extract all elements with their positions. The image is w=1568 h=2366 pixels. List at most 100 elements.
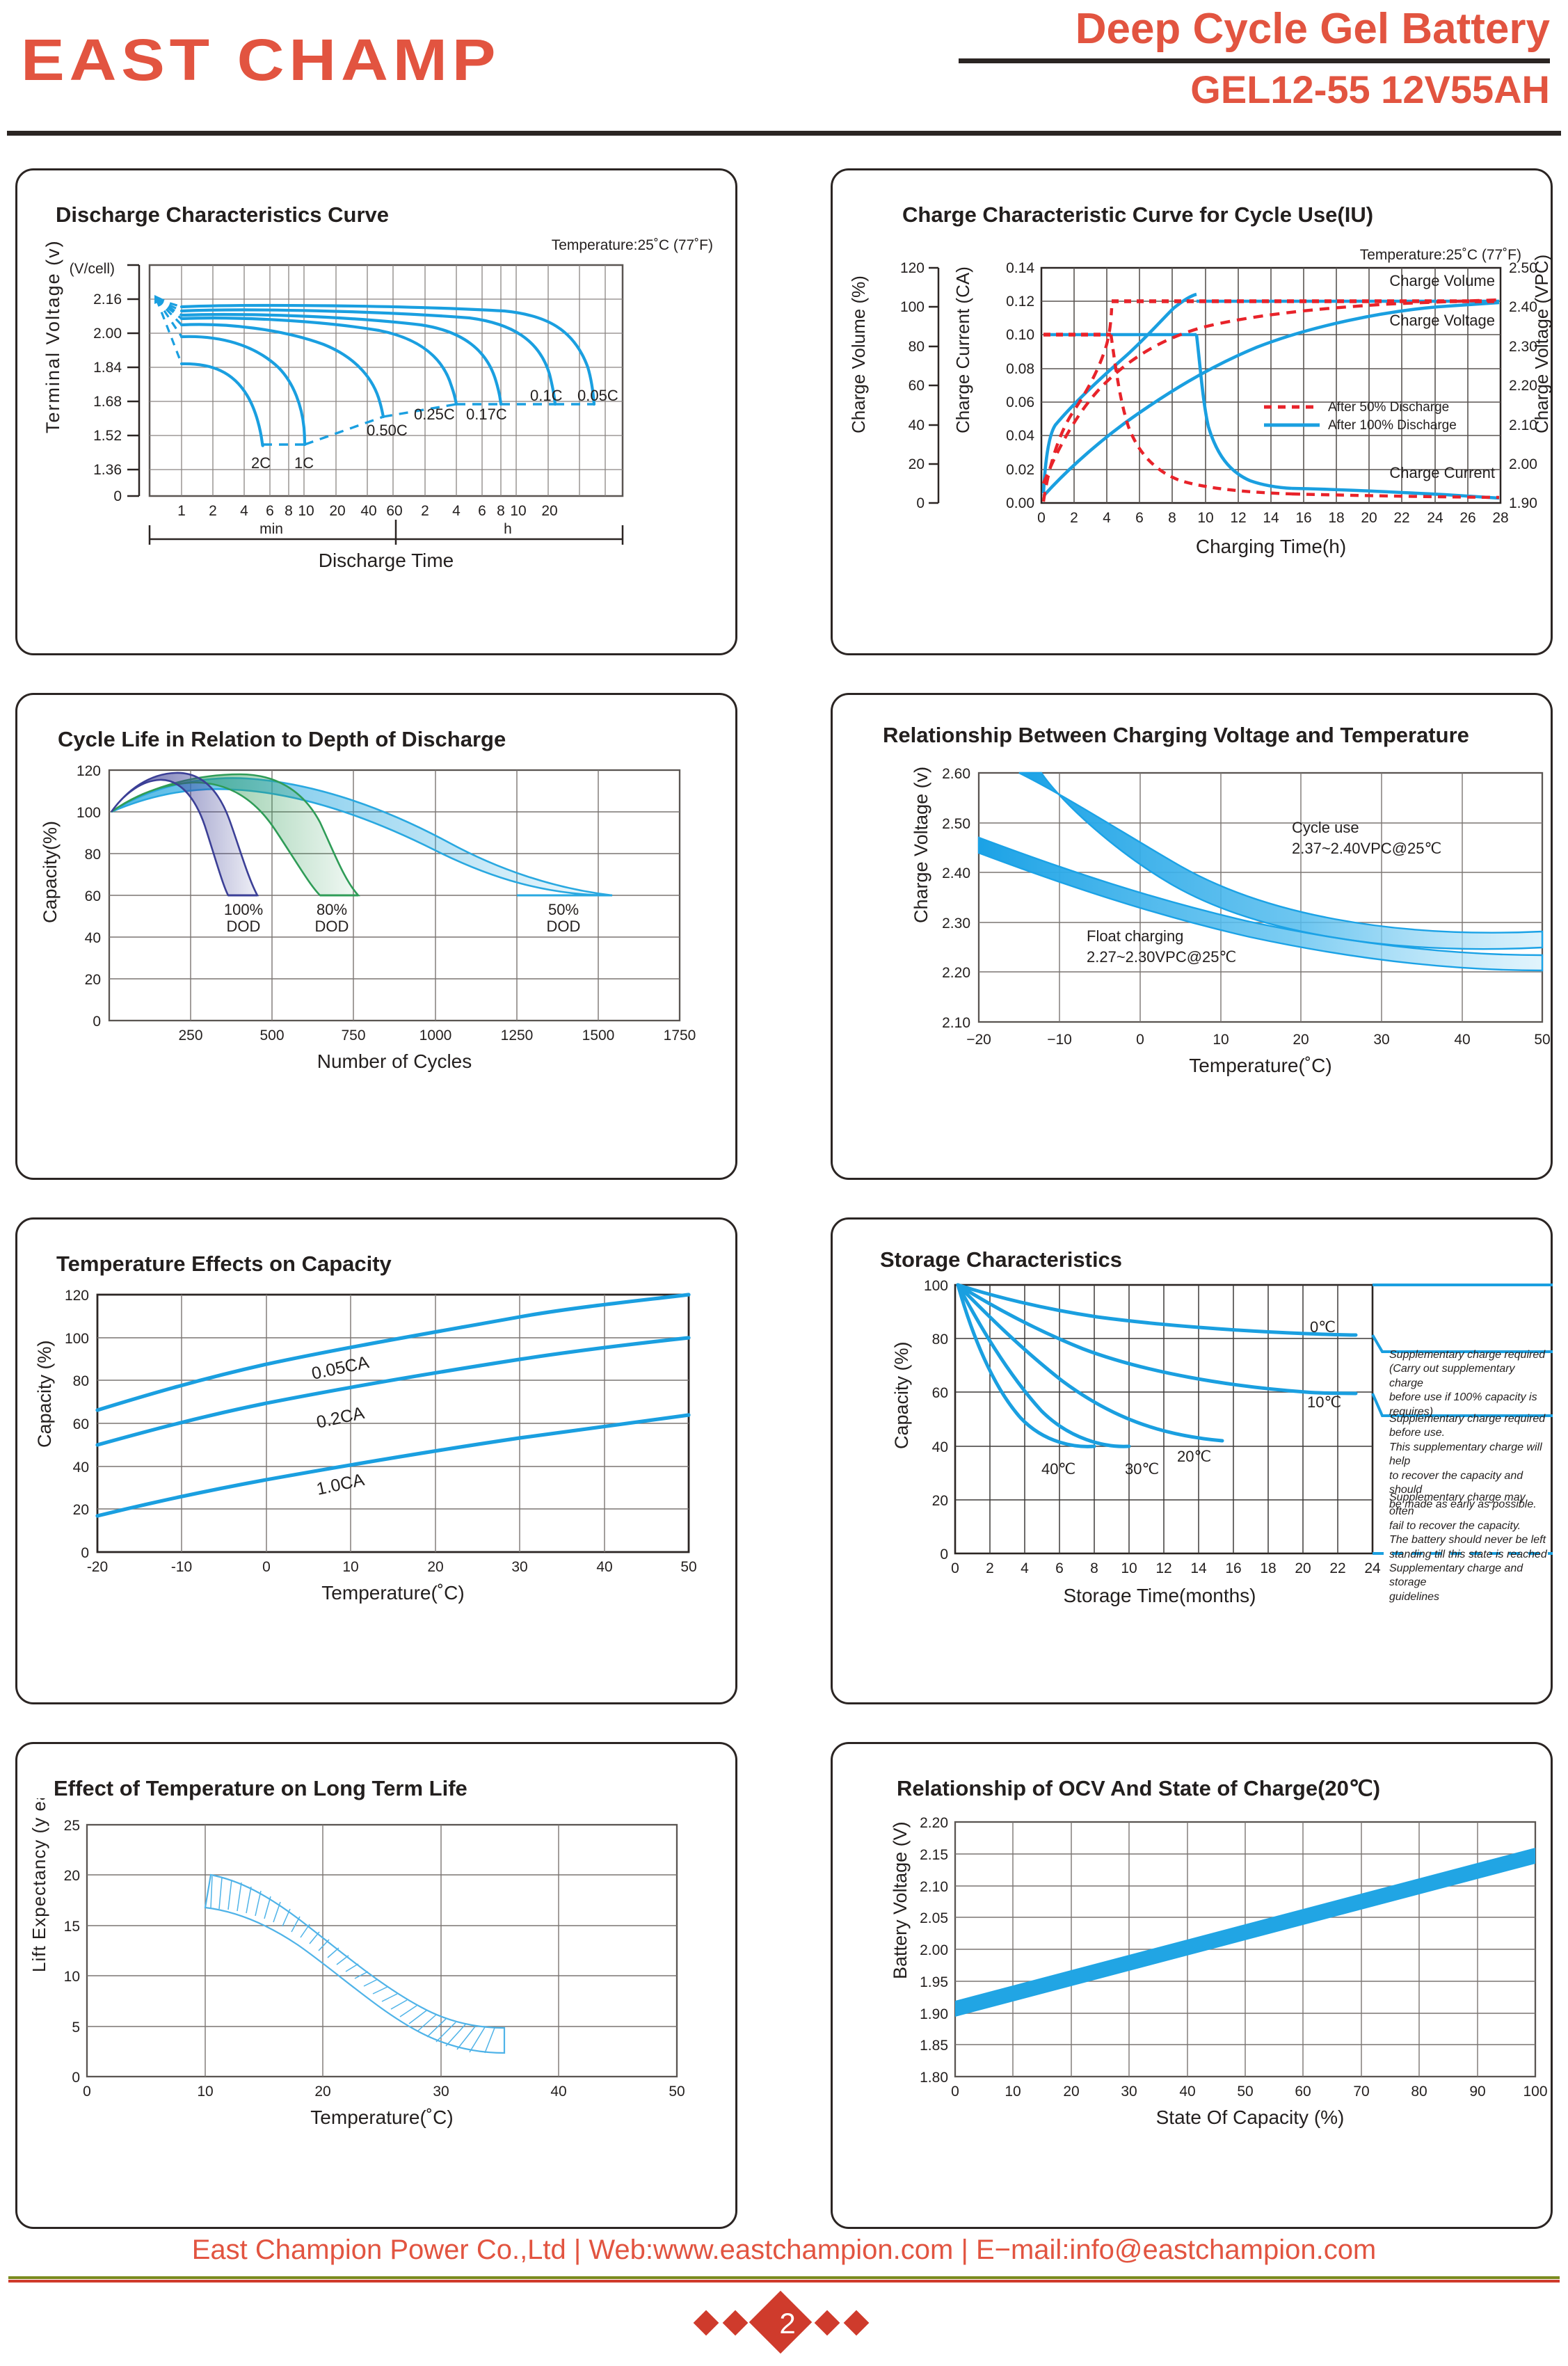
charge-ylabel-voltage: Charge Voltage (VPC) [1531,255,1552,433]
discharge-xtick-h-2: 2 [421,503,429,519]
ocv-band [955,1848,1535,2017]
svg-text:80: 80 [1411,2084,1427,2100]
cyclelife-x-axis-title: Number of Cycles [317,1050,472,1072]
ocv-ytick-2.00: 2.00 [920,1942,948,1958]
cvt-x-axis-title: Temperature(˚C) [1189,1055,1331,1076]
cyclelife-y-axis-title: Capacity(%) [40,821,61,923]
svg-text:500: 500 [259,1028,284,1044]
tempcap-y-axis-title: Capacity (%) [34,1340,55,1448]
storage-curve-40C [956,1283,1096,1448]
storage-label-30C: 30℃ [1125,1460,1159,1478]
svg-text:30: 30 [511,1559,527,1575]
discharge-label-1C: 1C [294,454,314,472]
chart-ocv: 2.20 2.15 2.10 2.05 2.00 1.95 1.90 1.85 … [890,1815,1548,2128]
charge-voltage-tick-1.90: 1.90 [1509,495,1537,511]
discharge-xtick-min-10: 10 [298,503,314,519]
cvt-ytick-2.40: 2.40 [942,865,970,881]
svg-text:18: 18 [1328,510,1344,526]
svg-text:0: 0 [83,2084,91,2100]
discharge-xtick-min-1: 1 [177,503,186,519]
charge-volume-tick-100: 100 [900,299,925,315]
cyclelife-ytick-60: 60 [85,888,101,904]
header-bottom-divider [7,131,1561,136]
tempcap-curve-0.05CA [95,1293,691,1412]
svg-text:0: 0 [1037,510,1046,526]
discharge-xtick-h-20: 20 [541,503,557,519]
cyclelife-ytick-80: 80 [85,847,101,863]
ocv-x-axis-title: State Of Capacity (%) [1156,2107,1345,2128]
cvt-annotation-float-b: 2.27~2.30VPC@25℃ [1087,948,1236,966]
svg-text:50: 50 [680,1559,696,1575]
chart-tempcap: 120 100 80 60 40 20 0 Capacity (%) 0.05C… [34,1288,697,1604]
tempcap-ytick-80: 80 [73,1373,89,1389]
ocv-ytick-1.90: 1.90 [920,2006,948,2022]
storage-x-axis-title: Storage Time(months) [1064,1585,1256,1606]
svg-text:1000: 1000 [419,1028,452,1044]
svg-text:26: 26 [1459,510,1475,526]
panel-title-ocv: Relationship of OCV And State of Charge(… [897,1776,1381,1800]
charge-voltage-tick-2.30: 2.30 [1509,339,1537,355]
discharge-ytick-2.16: 2.16 [93,291,122,307]
svg-text:1750: 1750 [664,1028,696,1044]
discharge-xtick-h-4: 4 [452,503,461,519]
storage-curve-20C [956,1283,1224,1443]
storage-ytick-40: 40 [932,1439,948,1455]
panel-title-tempcap: Temperature Effects on Capacity [56,1252,392,1276]
discharge-y-axis-title: Terminal Voltage (v) [42,239,63,433]
svg-text:6: 6 [1135,510,1144,526]
cyclelife-ytick-0: 0 [93,1014,101,1030]
product-title: Deep Cycle Gel Battery [1075,5,1550,53]
ocv-ytick-2.05: 2.05 [920,1910,948,1926]
storage-curve-30C [956,1283,1131,1448]
cvt-ytick-2.60: 2.60 [942,766,970,782]
ocv-ytick-2.10: 2.10 [920,1879,948,1895]
discharge-label-2C: 2C [251,454,271,472]
panel-chgvolttemp: Relationship Between Charging Voltage an… [831,693,1553,1180]
charge-voltage-tick-2.50: 2.50 [1509,260,1537,276]
discharge-label-0.1C: 0.1C [530,387,563,404]
footer-rule-olive [8,2276,1560,2279]
panel-title-storage: Storage Characteristics [880,1247,1123,1272]
charge-current-tick-0.10: 0.10 [1006,327,1034,343]
charge-current-tick-0.02: 0.02 [1006,462,1034,478]
cyclelife-label-100dod-a: 100% [224,901,263,918]
charge-volume-tick-20: 20 [909,456,925,472]
cvt-band-float [977,836,1544,972]
charge-voltage-tick-2.20: 2.20 [1509,378,1537,394]
discharge-xtick-min-2: 2 [209,503,217,519]
charge-legend-label-0: After 50% Discharge [1328,400,1449,415]
svg-text:0: 0 [951,1560,959,1576]
cyclelife-ytick-100: 100 [77,805,101,821]
cyclelife-ytick-120: 120 [77,763,101,779]
cyclelife-ytick-40: 40 [85,930,101,946]
charge-volume-tick-0: 0 [916,495,925,511]
svg-text:12: 12 [1155,1560,1171,1576]
svg-text:10: 10 [1213,1032,1229,1048]
charge-label-current: Charge Current [1389,464,1495,481]
tempcap-label-0.05CA: 0.05CA [310,1352,371,1384]
svg-text:16: 16 [1295,510,1311,526]
discharge-label-0.25C: 0.25C [414,406,455,423]
longterm-ytick-0: 0 [72,2070,80,2086]
discharge-label-0.17C: 0.17C [466,406,507,423]
discharge-xtick-h-10: 10 [510,503,526,519]
tempcap-curve-1.0CA [95,1413,691,1518]
charge-volume-tick-60: 60 [909,378,925,394]
charge-legend: After 50% Discharge After 100% Discharge [1264,400,1457,433]
charge-current-tick-0.04: 0.04 [1006,428,1034,444]
tempcap-label-1.0CA: 1.0CA [314,1470,366,1499]
cyclelife-label-50dod-b: DOD [547,918,581,935]
header-divider [959,58,1550,63]
page-diamond-small-1 [693,2310,719,2336]
svg-text:6: 6 [1055,1560,1064,1576]
panel-storage: Storage Characteristics 100 80 60 40 [831,1217,1553,1704]
svg-text:1500: 1500 [582,1028,615,1044]
discharge-xtick-min-40: 40 [360,503,376,519]
svg-text:20: 20 [1293,1032,1309,1048]
cvt-annotation-cycle-use-a: Cycle use [1292,819,1359,836]
svg-text:14: 14 [1190,1560,1207,1576]
charge-voltage-tick-2.10: 2.10 [1509,417,1537,433]
chart-charge: Temperature:25˚C (77˚F) [848,247,1552,557]
discharge-ytick-1.68: 1.68 [93,394,122,410]
cvt-ytick-2.50: 2.50 [942,816,970,832]
